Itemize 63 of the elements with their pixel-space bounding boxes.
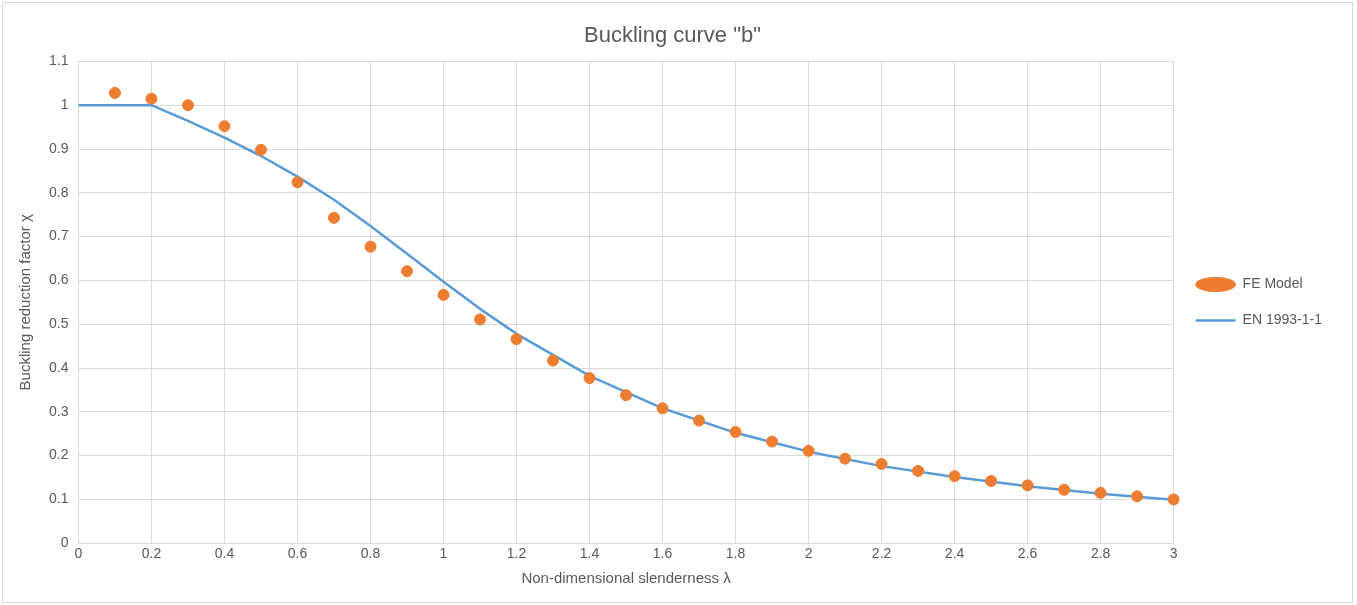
x-tick-label: 1.4 [579,545,600,562]
x-tick-label: 1.8 [725,545,746,562]
y-axis-title: Buckling reduction factor χ [16,214,34,391]
point [693,414,706,427]
y-tick-label: 1.1 [48,52,69,69]
x-tick-label: 2.2 [871,545,892,562]
point [364,240,377,253]
y-tick-label: 0.2 [48,446,69,463]
point [620,389,633,402]
point [510,333,523,346]
y-tick-label: 0.9 [48,139,69,156]
point [766,435,779,448]
point [401,265,414,278]
point [875,457,888,470]
point [948,470,961,483]
point [328,211,340,224]
y-tick-label: 1 [60,96,69,113]
x-axis-title: Non-dimensional slenderness λ [521,569,732,587]
y-tick-label: 0.1 [48,490,69,507]
point [1094,486,1107,499]
x-tick-label: 0 [74,545,83,562]
x-tick-label: 2 [804,545,813,562]
x-tick-label: 0.6 [287,545,308,562]
point [839,452,852,465]
y-tick-label: 0 [60,534,69,551]
point [474,313,487,326]
point [145,92,158,105]
point [1167,493,1180,506]
legend-label: EN 1993-1-1 [1242,311,1323,328]
x-tick-label: 3 [1169,545,1178,562]
y-tick-label: 0.8 [48,183,69,200]
point [583,372,596,385]
x-tick-label: 0.8 [360,545,381,562]
x-tick-label: 1 [439,545,448,562]
x-tick-label: 0.2 [141,545,162,562]
point [1131,490,1144,503]
point [108,86,121,99]
y-tick-label: 0.3 [48,402,69,419]
point [985,475,998,487]
point [181,99,194,112]
x-tick-label: 2.6 [1017,545,1038,562]
x-tick-label: 1.6 [652,545,673,562]
point [1058,483,1071,496]
point [291,176,304,189]
point [656,402,669,415]
point [802,444,815,457]
point [547,354,560,367]
point [437,288,450,301]
x-tick-label: 0.4 [214,545,235,562]
x-tick-label: 2.8 [1090,545,1111,562]
y-tick-label: 0.6 [48,271,69,288]
y-tick-label: 0.4 [48,358,69,375]
x-tick-label: 2.4 [944,545,965,562]
point [912,464,925,477]
chart-title: Buckling curve "b" [583,22,762,48]
legend-label: FE Model [1242,275,1303,292]
point [254,143,267,156]
point [1021,479,1034,492]
point [729,425,742,438]
x-tick-label: 1.2 [506,545,527,562]
point [218,120,231,133]
y-tick-label: 0.7 [48,227,69,244]
y-tick-label: 0.5 [48,315,69,332]
